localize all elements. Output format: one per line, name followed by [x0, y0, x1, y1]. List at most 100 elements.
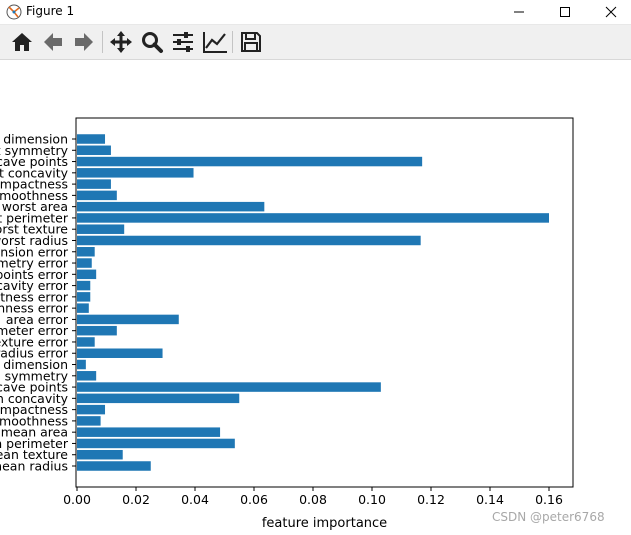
close-button[interactable] [588, 0, 631, 24]
bar-worst-fractal-dimension [77, 134, 106, 144]
bar-smoothness-error [77, 303, 89, 313]
y-tick-label: mean texture [0, 447, 68, 462]
maximize-button[interactable] [542, 0, 588, 24]
x-axis-label: feature importance [262, 516, 387, 531]
y-tick-label: worst radius [0, 233, 68, 248]
y-tick-label: smoothness error [0, 301, 69, 316]
bar-concave-points-error [77, 269, 97, 280]
bar-worst-symmetry [77, 145, 111, 156]
y-tick-label: symmetry error [0, 256, 69, 271]
y-tick-label: area error [6, 312, 69, 327]
y-tick-label: fractal dimension error [0, 244, 69, 259]
y-tick-label: concave points error [0, 267, 69, 282]
maximize-icon [560, 7, 570, 17]
home-button[interactable] [8, 28, 36, 56]
y-tick-label: mean fractal dimension [0, 357, 68, 372]
minimize-button[interactable] [496, 0, 542, 24]
y-tick-label: mean compactness [0, 402, 68, 417]
toolbar-separator [102, 31, 103, 53]
bar-mean-radius [77, 461, 151, 471]
move-icon [110, 31, 132, 53]
figure-canvas[interactable]: mean radiusmean texturemean perimetermea… [0, 60, 631, 535]
navigation-toolbar [0, 25, 631, 60]
y-tick-label: mean smoothness [0, 413, 68, 428]
y-tick-label: mean concavity [0, 391, 69, 406]
bar-area-error [77, 314, 179, 325]
y-tick-label: mean symmetry [0, 368, 69, 383]
bar-symmetry-error [77, 258, 92, 268]
x-tick-label: 0.10 [358, 492, 386, 507]
y-tick-label: radius error [0, 346, 69, 361]
x-tick-label: 0.16 [535, 492, 563, 507]
y-tick-label: worst concavity [0, 165, 69, 180]
pan-button[interactable] [107, 28, 135, 56]
matplotlib-logo-icon [6, 4, 22, 20]
x-tick-label: 0.14 [476, 492, 504, 507]
title-bar: Figure 1 [0, 0, 631, 25]
bar-worst-concavity [77, 168, 194, 178]
bar-concavity-error [77, 280, 91, 291]
bar-mean-smoothness [77, 416, 101, 426]
y-tick-label: worst compactness [0, 177, 68, 192]
y-tick-label: worst symmetry [0, 143, 69, 158]
y-tick-label: compactness error [0, 289, 69, 304]
bar-fractal-dimension-error [77, 247, 95, 257]
x-tick-label: 0.00 [63, 492, 91, 507]
window-title: Figure 1 [26, 4, 75, 18]
y-tick-label: worst smoothness [0, 188, 68, 203]
axes-frame [75, 117, 574, 488]
save-button[interactable] [237, 28, 265, 56]
zoom-button[interactable] [138, 28, 166, 56]
y-tick-label: worst perimeter [0, 210, 69, 225]
bar-worst-compactness [77, 179, 111, 189]
toolbar-separator [232, 31, 233, 53]
bar-worst-texture [77, 224, 125, 234]
arrow-left-icon [44, 33, 62, 51]
floppy-disk-icon [241, 32, 261, 52]
x-tick-label: 0.04 [181, 492, 209, 507]
y-tick-label: worst texture [0, 222, 68, 237]
x-tick-label: 0.12 [417, 492, 445, 507]
bar-mean-symmetry [77, 371, 97, 381]
bar-worst-perimeter [77, 213, 549, 223]
sliders-icon [173, 32, 193, 52]
bar-perimeter-error [77, 325, 117, 336]
feature-importance-chart: mean radiusmean texturemean perimetermea… [0, 117, 574, 531]
bar-mean-area [77, 427, 221, 437]
y-tick-label: mean concave points [0, 380, 68, 395]
edit-axis-button[interactable] [200, 28, 228, 56]
configure-subplots-button[interactable] [169, 28, 197, 56]
y-tick-label: worst fractal dimension [0, 132, 68, 147]
y-tick-label: worst area [2, 199, 68, 214]
bar-radius-error [77, 348, 163, 358]
magnifier-icon [142, 32, 163, 53]
y-tick-label: mean area [1, 425, 68, 440]
y-tick-label: texture error [0, 334, 69, 349]
bar-mean-concavity [77, 393, 240, 404]
x-tick-label: 0.08 [299, 492, 327, 507]
bar-compactness-error [77, 292, 91, 302]
bar-worst-area [77, 201, 265, 212]
line-chart-icon [203, 32, 227, 53]
y-tick-label: perimeter error [0, 323, 69, 338]
y-tick-label: mean perimeter [0, 436, 69, 451]
bar-mean-perimeter [77, 438, 235, 449]
home-icon [12, 33, 32, 51]
bar-texture-error [77, 337, 95, 347]
bar-mean-fractal-dimension [77, 359, 86, 370]
y-tick-label: worst concave points [0, 154, 68, 169]
back-button[interactable] [39, 28, 67, 56]
forward-button[interactable] [70, 28, 98, 56]
minimize-icon [514, 11, 524, 13]
close-icon [605, 6, 617, 18]
watermark: CSDN @peter6768 [492, 510, 605, 524]
bar-worst-smoothness [77, 190, 117, 201]
x-tick-label: 0.06 [240, 492, 268, 507]
y-tick-label: mean radius [0, 459, 68, 474]
bar-worst-concave-points [77, 156, 423, 167]
bar-mean-compactness [77, 404, 106, 415]
y-tick-label: concavity error [0, 278, 69, 293]
bar-mean-concave-points [77, 382, 381, 392]
bar-worst-radius [77, 235, 421, 246]
bar-mean-texture [77, 449, 123, 460]
